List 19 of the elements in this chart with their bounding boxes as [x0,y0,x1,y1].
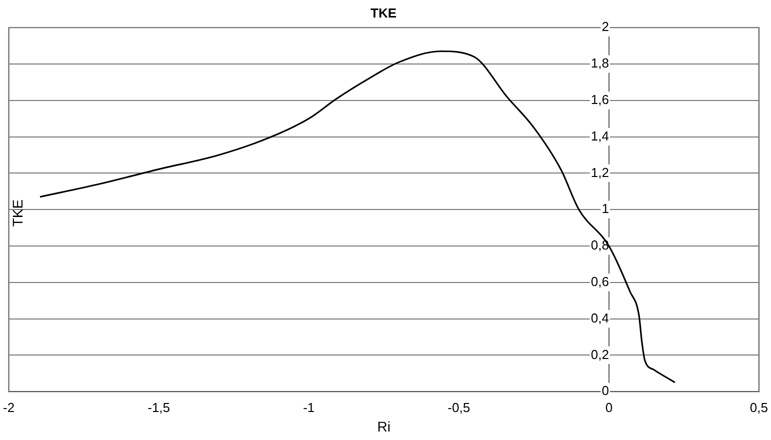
y-tick-label: 0,6 [590,274,609,289]
y-tick-label: 1 [602,201,609,216]
x-tick-label: -1,5 [148,400,170,415]
x-tick-label: -0,5 [448,400,470,415]
y-tick-label: 1,4 [590,128,609,144]
chart-title: TKE [370,5,397,20]
y-tick-label: 0,2 [590,346,609,362]
y-tick-label: 1,8 [590,56,609,71]
x-tick-label: 0,5 [750,400,768,415]
x-axis-title: Ri [377,418,390,434]
y-tick-label: 2 [602,19,609,34]
y-axis-title: TKE [10,199,26,227]
line-series [39,50,676,384]
y-tick-label: 0 [602,383,609,398]
y-tick-label: 1,6 [590,92,609,107]
y-tick-label: 1,2 [590,164,609,180]
x-tick-label: -1 [303,400,315,415]
x-tick-label: -2 [3,400,15,415]
y-tick-label: 0,4 [590,310,609,326]
